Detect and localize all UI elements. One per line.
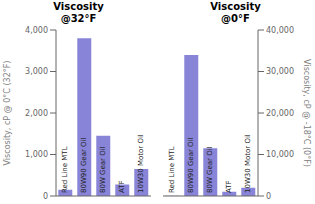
svg-text:Red Line MTL: Red Line MTL xyxy=(61,146,69,193)
svg-text:80W Gear Oil: 80W Gear Oil xyxy=(206,146,214,193)
svg-text:1,000: 1,000 xyxy=(25,150,48,159)
svg-text:30,000: 30,000 xyxy=(266,67,294,76)
svg-text:Viscosity, cP @ -18°C (0°F): Viscosity, cP @ -18°C (0°F) xyxy=(302,59,307,167)
svg-text:2,000: 2,000 xyxy=(25,109,48,118)
svg-text:Viscosity, cP @ 0°C (32°F): Viscosity, cP @ 0°C (32°F) xyxy=(8,61,12,166)
svg-text:Red Line MTL: Red Line MTL xyxy=(168,146,176,193)
svg-text:0: 0 xyxy=(266,192,271,201)
svg-text:10W30 Motor Oil: 10W30 Motor Oil xyxy=(137,134,145,193)
svg-text:ATF: ATF xyxy=(225,180,233,193)
svg-text:4,000: 4,000 xyxy=(25,26,48,35)
svg-text:ATF: ATF xyxy=(118,180,126,193)
svg-text:40,000: 40,000 xyxy=(266,26,294,35)
html-text:@0°F: @0°F xyxy=(221,13,250,24)
svg-text:80W90 Gear Oil: 80W90 Gear Oil xyxy=(80,137,88,193)
svg-text:10W30 Motor Oil: 10W30 Motor Oil xyxy=(244,134,252,193)
svg-text:80W90 Gear Oil: 80W90 Gear Oil xyxy=(187,137,195,193)
svg-text:0: 0 xyxy=(43,192,48,201)
html-text:Viscosity: Viscosity xyxy=(53,1,104,12)
svg-text:10,000: 10,000 xyxy=(266,150,294,159)
svg-text:3,000: 3,000 xyxy=(25,67,48,76)
svg-text:80W Gear Oil: 80W Gear Oil xyxy=(99,146,107,193)
html-text:Viscosity: Viscosity xyxy=(210,1,261,12)
svg-text:20,000: 20,000 xyxy=(266,109,294,118)
html-text:@32°F: @32°F xyxy=(60,13,97,24)
